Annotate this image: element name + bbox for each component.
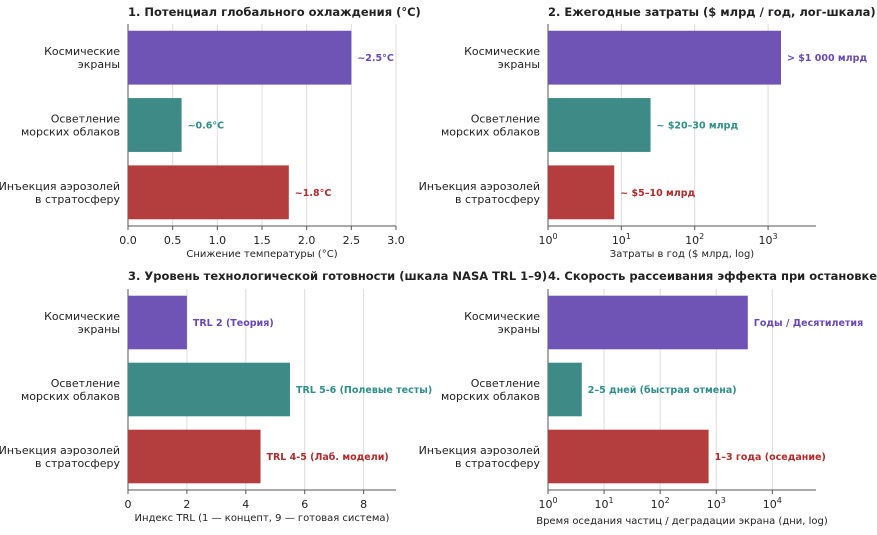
bar bbox=[548, 165, 615, 220]
bar bbox=[128, 98, 182, 152]
panel-4-plot: 100 101 102 103 104 Годы / Десятилетия Космиче… bbox=[419, 289, 863, 511]
bar-value-label: ~ $5–10 млрд bbox=[620, 188, 695, 199]
category-label: Осветление морских облаков bbox=[21, 377, 120, 403]
category-label: Космические экраны bbox=[44, 310, 120, 336]
panel-4-xlabel: Время оседания частиц / деградации экран… bbox=[536, 516, 828, 527]
x-tick-label: 103 bbox=[759, 232, 778, 247]
panel-1: 1. Потенциал глобального охлаждения (°C)… bbox=[128, 5, 421, 260]
panel-4-title: 4. Скорость рассеивания эффекта при оста… bbox=[548, 269, 877, 283]
bar-value-label: 1–3 года (оседание) bbox=[715, 452, 826, 463]
bar bbox=[128, 165, 289, 220]
panel-2-title: 2. Ежегодные затраты ($ млрд / год, лог-… bbox=[548, 5, 876, 19]
x-tick-label: 1.5 bbox=[253, 234, 271, 247]
panel-2-xlabel: Затраты в год ($ млрд, log) bbox=[610, 249, 755, 260]
category-label: Инъекция аэрозолей в стратосферу bbox=[419, 180, 541, 206]
x-tick-label: 102 bbox=[651, 496, 670, 511]
x-tick-label: 102 bbox=[685, 232, 704, 247]
bar-value-label: 2–5 дней (быстрая отмена) bbox=[588, 385, 737, 396]
bar bbox=[128, 30, 352, 85]
panel-3-title: 3. Уровень технологической готовности (ш… bbox=[128, 269, 547, 283]
x-tick-label: 2 bbox=[183, 498, 190, 511]
bar-value-label: TRL 2 (Теория) bbox=[193, 318, 274, 329]
bar bbox=[548, 362, 582, 417]
x-tick-label: 2.0 bbox=[298, 234, 316, 247]
x-tick-label: 3.0 bbox=[387, 234, 405, 247]
bar-value-label: ~ $20–30 млрд bbox=[657, 121, 739, 132]
x-tick-label: 104 bbox=[763, 496, 782, 511]
category-label: Инъекция аэрозолей в стратосферу bbox=[0, 444, 120, 470]
category-label: Инъекция аэрозолей в стратосферу bbox=[419, 444, 541, 470]
bar bbox=[548, 295, 748, 350]
bar-value-label: ~1.8°C bbox=[295, 188, 332, 199]
panel-1-xlabel: Снижение температуры (°C) bbox=[186, 249, 337, 260]
x-tick-label: 103 bbox=[707, 496, 726, 511]
x-tick-label: 0.0 bbox=[119, 234, 137, 247]
category-label: Осветление морских облаков bbox=[21, 113, 120, 139]
category-label: Осветление морских облаков bbox=[441, 113, 540, 139]
category-label: Инъекция аэрозолей в стратосферу bbox=[0, 180, 120, 206]
panel-3-xlabel: Индекс TRL (1 — концепт, 9 — готовая сис… bbox=[135, 513, 390, 524]
bar bbox=[548, 30, 781, 85]
x-tick-label: 8 bbox=[360, 498, 367, 511]
x-tick-label: 6 bbox=[301, 498, 308, 511]
bar bbox=[128, 362, 290, 417]
panel-1-plot: 0.0 0.5 1.0 1.5 2.0 2.5 3.0 ~2.5°C Космические эк… bbox=[0, 24, 405, 247]
bar bbox=[128, 429, 261, 484]
x-tick-label: 0.5 bbox=[164, 234, 182, 247]
x-tick-label: 101 bbox=[595, 496, 614, 511]
x-tick-label: 1.0 bbox=[209, 234, 227, 247]
x-tick-label: 0 bbox=[125, 498, 132, 511]
panel-2: 2. Ежегодные затраты ($ млрд / год, лог-… bbox=[548, 5, 876, 260]
category-label: Космические экраны bbox=[464, 310, 540, 336]
x-tick-label: 4 bbox=[242, 498, 249, 511]
bar-value-label: ~0.6°C bbox=[188, 121, 225, 132]
bar-value-label: TRL 4-5 (Лаб. модели) bbox=[267, 452, 389, 463]
panel-2-plot: 100 101 102 103 > $1 000 млрд Космические экра… bbox=[419, 24, 867, 247]
x-tick-label: 100 bbox=[538, 232, 557, 247]
bar bbox=[548, 98, 651, 152]
bar-value-label: Годы / Десятилетия bbox=[754, 318, 863, 329]
category-label: Космические экраны bbox=[464, 45, 540, 71]
panel-3: 3. Уровень технологической готовности (ш… bbox=[128, 269, 547, 524]
bar-value-label: > $1 000 млрд bbox=[787, 53, 867, 64]
x-tick-label: 100 bbox=[538, 496, 557, 511]
x-tick-label: 101 bbox=[612, 232, 631, 247]
category-label: Осветление морских облаков bbox=[441, 377, 540, 403]
panel-4: 4. Скорость рассеивания эффекта при оста… bbox=[536, 269, 877, 527]
bar bbox=[128, 295, 187, 350]
category-label: Космические экраны bbox=[44, 45, 120, 71]
bar bbox=[548, 429, 709, 484]
bar-value-label: TRL 5-6 (Полевые тесты) bbox=[296, 385, 432, 396]
panel-3-plot: 0 2 4 6 8 TRL 2 (Теория) Космические экраны TRL … bbox=[0, 289, 432, 511]
bar-value-label: ~2.5°C bbox=[357, 53, 394, 64]
x-tick-label: 2.5 bbox=[343, 234, 361, 247]
panel-1-title: 1. Потенциал глобального охлаждения (°C) bbox=[128, 5, 421, 19]
